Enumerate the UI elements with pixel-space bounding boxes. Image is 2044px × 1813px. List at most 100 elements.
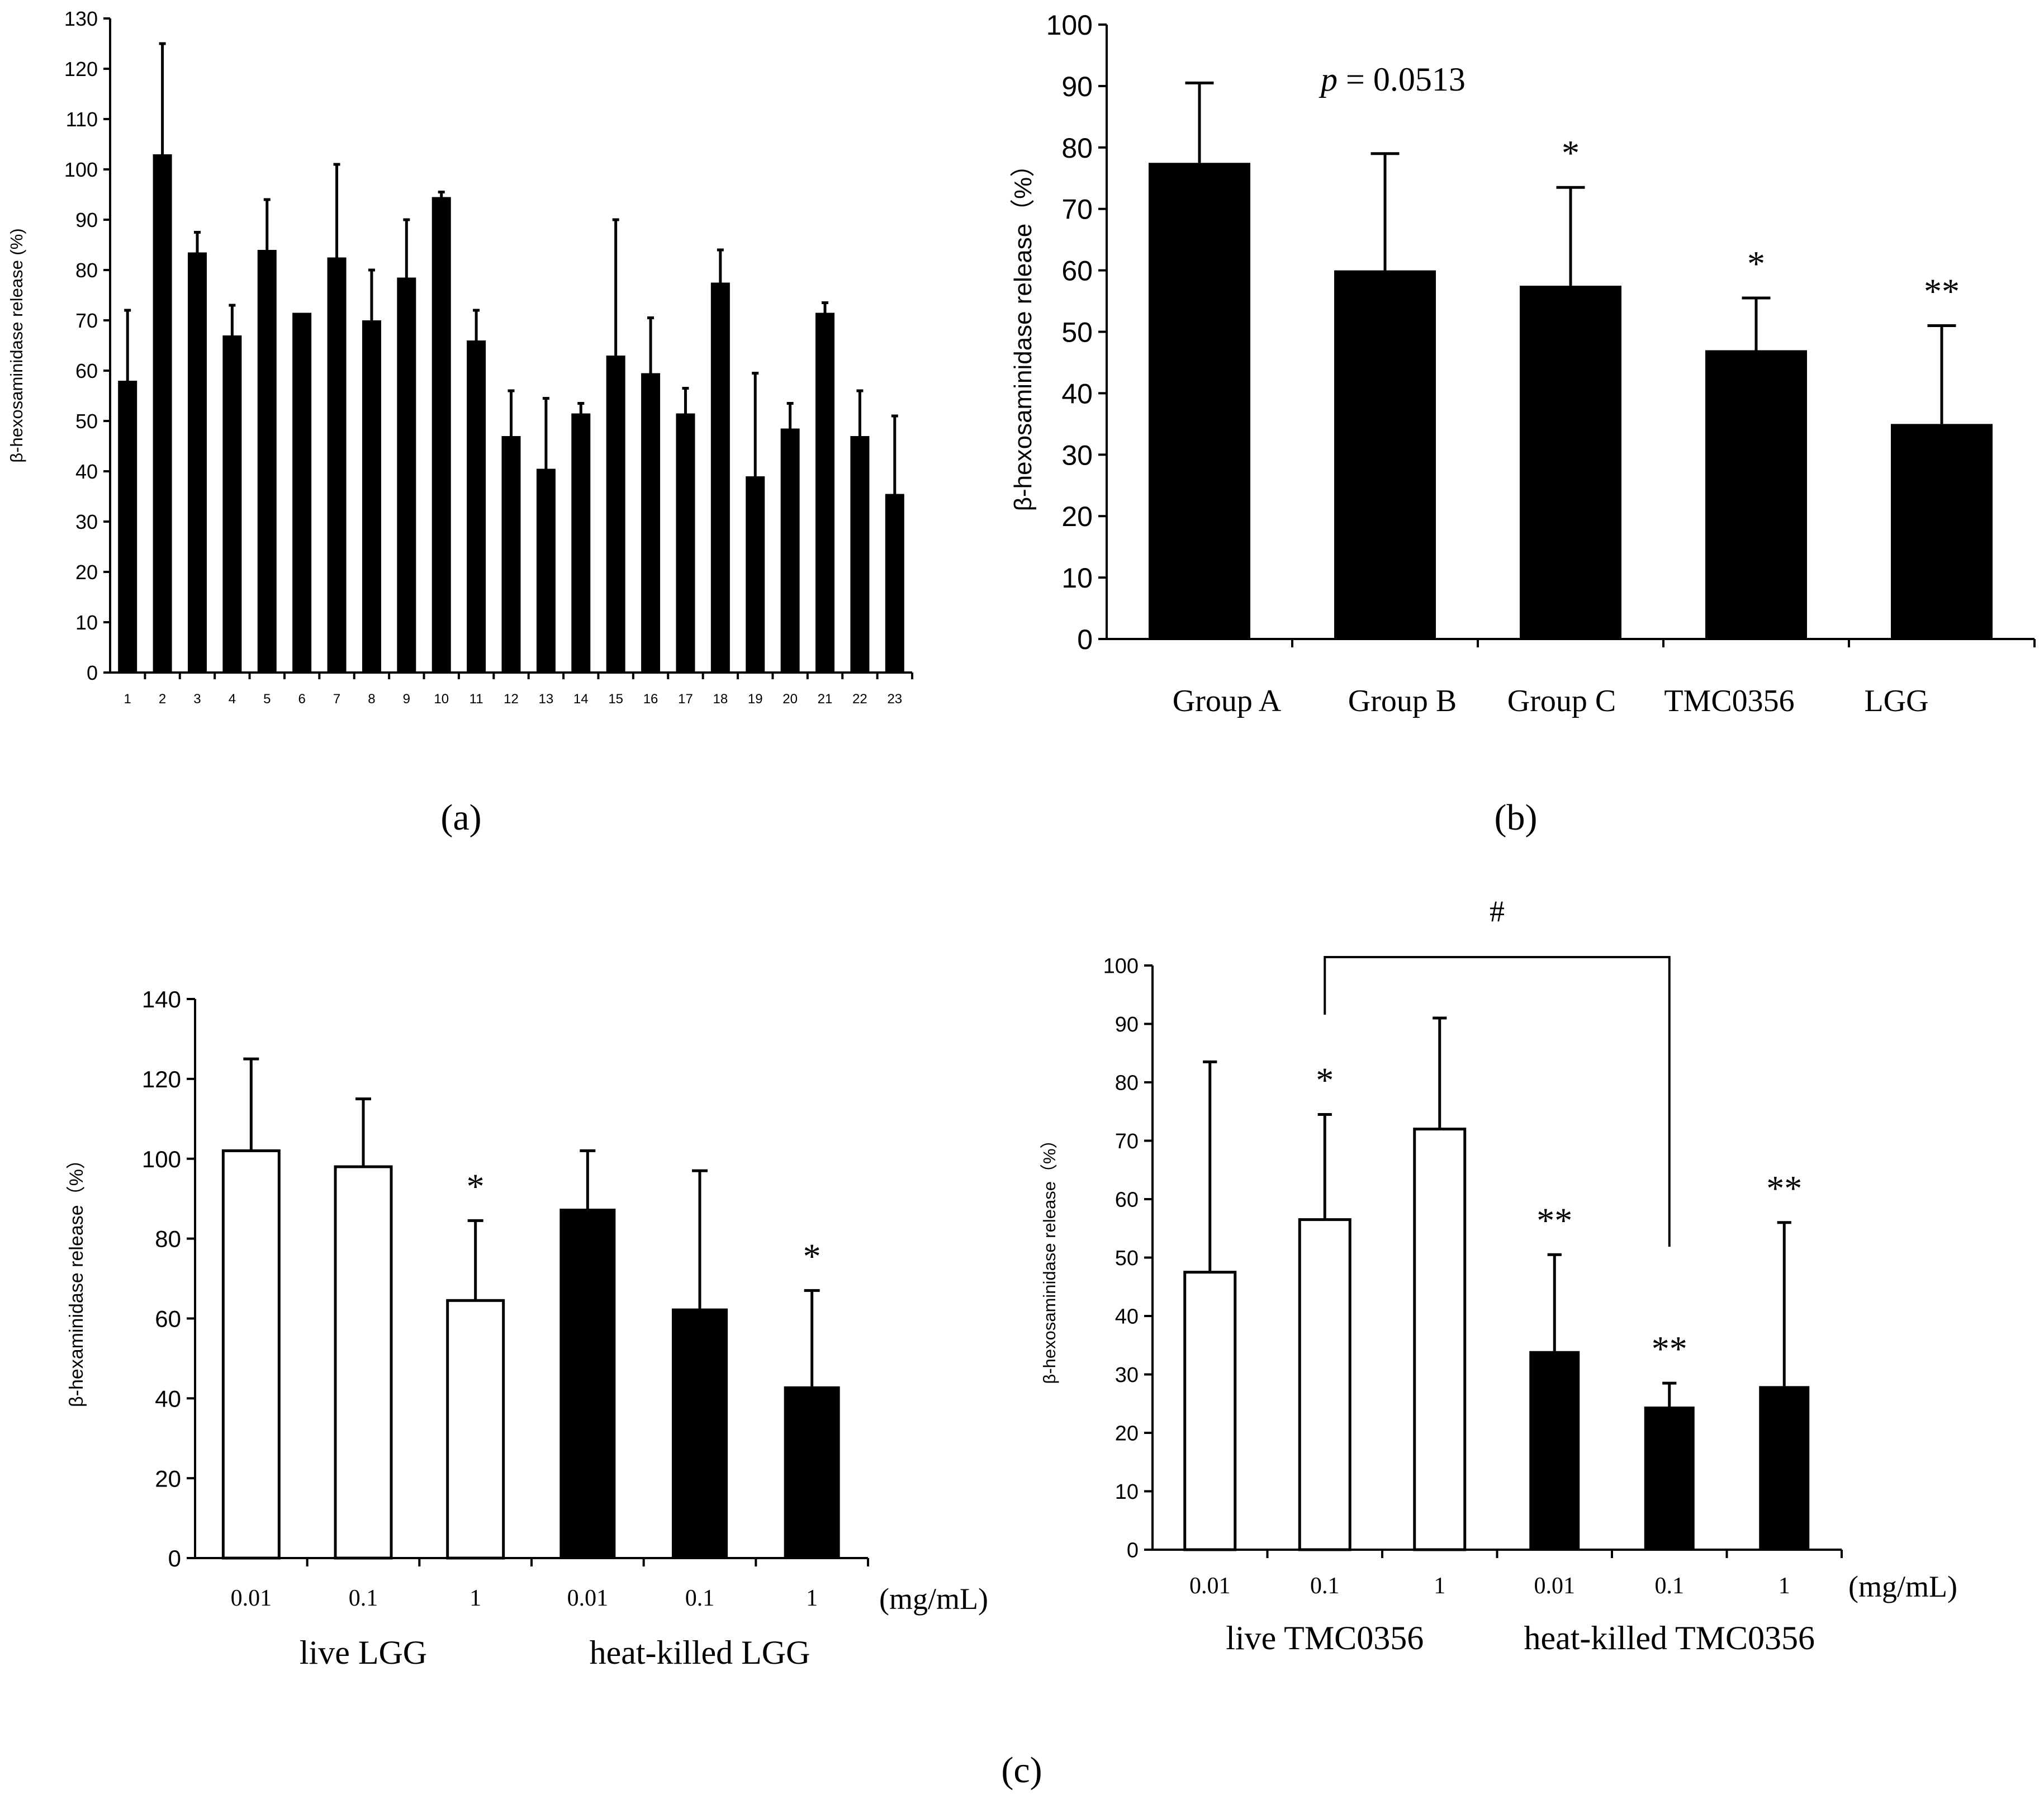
y-tick-label: 0 <box>1127 1539 1139 1563</box>
bar <box>187 252 207 673</box>
y-axis-label: β-hexosaminidase release (%) <box>7 228 26 462</box>
y-axis-label: β-hexaminidase release（%） <box>66 1150 87 1407</box>
panel-label-a: (a) <box>440 797 481 838</box>
group-label-live: live TMC0356 <box>1226 1620 1424 1656</box>
y-tick-label: 80 <box>1115 1072 1139 1095</box>
bar <box>257 250 277 673</box>
group-label-live: live LGG <box>300 1634 427 1671</box>
category-label: 0.01 <box>231 1585 272 1611</box>
bar <box>118 381 137 673</box>
bar <box>1529 1351 1580 1550</box>
y-tick-label: 20 <box>155 1465 181 1492</box>
y-tick-label: 30 <box>1061 439 1093 471</box>
category-label: 21 <box>818 692 833 707</box>
category-label: 6 <box>298 692 305 707</box>
category-label: 0.1 <box>685 1585 715 1611</box>
y-tick-label: 0 <box>1077 624 1093 655</box>
y-axis-label: β-hexosaminidase release（%） <box>1009 153 1037 512</box>
category-label: 0.01 <box>567 1585 609 1611</box>
y-tick-label: 10 <box>1115 1480 1139 1504</box>
bar <box>746 476 765 673</box>
category-label: 1 <box>124 692 131 707</box>
y-tick-label: 0 <box>168 1545 181 1571</box>
y-tick-label: 80 <box>1061 132 1093 164</box>
chart-b: 0 10 20 30 40 50 60 70 80 90 100 Group A Group B Grou… <box>1009 10 2036 718</box>
y-tick-label: 80 <box>75 259 98 282</box>
y-tick-label: 120 <box>64 58 98 81</box>
y-tick-label: 30 <box>75 510 98 533</box>
category-label: 7 <box>333 692 340 707</box>
category-label: 22 <box>852 692 867 707</box>
y-tick-label: 40 <box>1061 378 1093 409</box>
bar <box>1183 1271 1237 1551</box>
bar <box>815 313 835 673</box>
group-label-heat-killed: heat-killed LGG <box>590 1634 810 1671</box>
category-label: 8 <box>368 692 375 707</box>
category-label: Group A <box>1173 684 1282 718</box>
y-tick-label: 50 <box>1061 317 1093 348</box>
y-tick-label: 60 <box>1061 255 1093 287</box>
category-label: 10 <box>434 692 449 707</box>
category-label: 1 <box>1779 1573 1790 1599</box>
panel-label-c: (c) <box>1001 1750 1042 1791</box>
y-tick-label: 60 <box>1115 1189 1139 1212</box>
category-label: 12 <box>504 692 519 707</box>
y-tick-label: 100 <box>1103 955 1139 978</box>
bar <box>1298 1218 1351 1551</box>
y-tick-label: 80 <box>155 1226 181 1252</box>
category-label: 17 <box>678 692 693 707</box>
y-tick-label: 70 <box>75 309 98 332</box>
group-label-heat-killed: heat-killed TMC0356 <box>1524 1620 1815 1656</box>
y-tick-label: 40 <box>155 1385 181 1412</box>
bracket-label: # <box>1490 894 1505 928</box>
y-tick-label: 50 <box>1115 1247 1139 1270</box>
bar <box>221 1149 281 1560</box>
category-label: 14 <box>573 692 589 707</box>
category-label: 1 <box>469 1585 481 1611</box>
y-tick-label: 10 <box>1061 562 1093 594</box>
bar <box>780 428 800 673</box>
y-tick-label: 110 <box>66 108 98 131</box>
y-tick-label: 40 <box>75 460 98 483</box>
y-tick-label: 120 <box>142 1066 181 1092</box>
bar <box>431 197 451 673</box>
p-value-text: = 0.0513 <box>1338 61 1466 98</box>
y-tick-label: 20 <box>1115 1422 1139 1446</box>
category-label: 3 <box>193 692 201 707</box>
category-label: 15 <box>608 692 623 707</box>
bar <box>222 335 242 673</box>
category-label: 0.01 <box>1534 1573 1576 1599</box>
category-label: Group B <box>1348 684 1457 718</box>
y-tick-label: 30 <box>1115 1364 1139 1387</box>
y-tick-label: 100 <box>1046 10 1093 41</box>
y-tick-label: 10 <box>75 611 98 634</box>
y-tick-label: 70 <box>1061 194 1093 225</box>
significance-star: ** <box>1924 272 1960 311</box>
bar <box>850 436 870 673</box>
significance-bracket <box>1324 956 1671 1247</box>
category-label: 2 <box>159 692 166 707</box>
category-label: Group C <box>1507 684 1616 718</box>
category-label: 16 <box>643 692 658 707</box>
y-tick-label: 90 <box>1115 1013 1139 1036</box>
category-label: 1 <box>1434 1573 1445 1599</box>
category-label: 18 <box>713 692 728 707</box>
significance-star: ** <box>1652 1329 1687 1369</box>
bar <box>784 1386 840 1558</box>
y-tick-label: 100 <box>64 158 98 181</box>
bar <box>1705 350 1807 639</box>
category-label: 4 <box>229 692 236 707</box>
bar <box>397 277 416 673</box>
bar <box>1520 286 1621 639</box>
y-tick-label: 90 <box>75 209 98 231</box>
bar <box>1644 1406 1695 1550</box>
panel-label-b: (b) <box>1495 797 1538 838</box>
bar <box>501 436 521 673</box>
category-label: LGG <box>1864 684 1928 718</box>
y-tick-label: 60 <box>75 359 98 382</box>
y-axis-label: β-hexosaminidase release（%） <box>1040 1131 1059 1384</box>
category-label: 9 <box>403 692 410 707</box>
significance-star: * <box>467 1166 485 1206</box>
